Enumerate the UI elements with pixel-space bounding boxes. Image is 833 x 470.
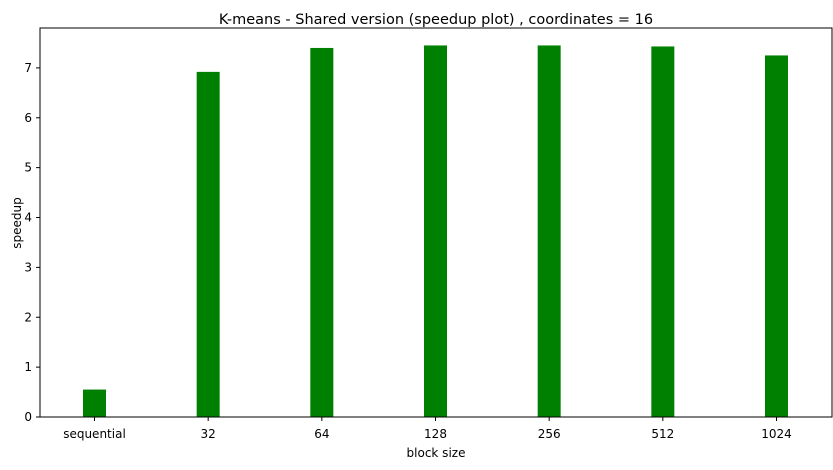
x-tick-label: 256 (538, 427, 561, 441)
x-tick-label: 64 (314, 427, 329, 441)
y-tick-label: 5 (24, 161, 32, 175)
x-tick-label: 32 (201, 427, 216, 441)
x-tick-label: 512 (651, 427, 674, 441)
x-tick-label: 1024 (761, 427, 792, 441)
y-axis-label: speedup (10, 197, 24, 248)
plot-frame (39, 27, 833, 418)
bar-1024 (765, 55, 788, 418)
x-tick-label: 128 (424, 427, 447, 441)
y-tick-label: 2 (24, 310, 32, 324)
y-tick-label: 6 (24, 111, 32, 125)
bar-32 (196, 71, 220, 417)
bar-128 (424, 45, 447, 417)
bar-512 (651, 46, 675, 417)
x-tick-label: sequential (63, 427, 126, 441)
chart-title: K-means - Shared version (speedup plot) … (219, 12, 653, 28)
bar-sequential (83, 389, 106, 417)
y-axis-ticks: 0 1 2 3 4 5 6 7 (24, 61, 40, 424)
bars-group (83, 45, 788, 418)
y-tick-label: 3 (24, 260, 32, 274)
bar-64 (310, 47, 334, 417)
x-axis-label: block size (407, 446, 466, 460)
bar-256 (537, 45, 561, 417)
y-tick-label: 7 (24, 61, 32, 75)
y-tick-label: 4 (24, 211, 32, 225)
y-tick-label: 0 (24, 410, 32, 424)
x-axis-ticks: sequential 32 64 128 256 512 1024 (63, 417, 792, 441)
y-tick-label: 1 (24, 360, 32, 374)
